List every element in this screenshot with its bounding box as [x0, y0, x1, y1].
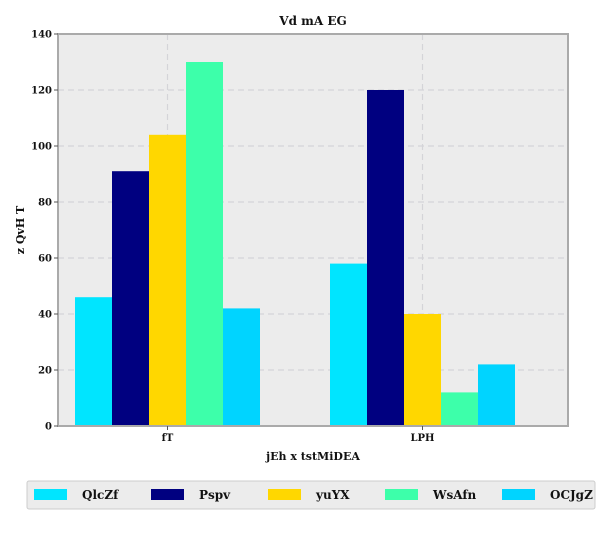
- x-tick-label: fT: [162, 433, 174, 444]
- y-tick-label: 80: [38, 198, 52, 209]
- y-tick-label: 100: [31, 142, 52, 153]
- y-tick-label: 120: [31, 86, 52, 97]
- bar-yuYX-LPH: [404, 314, 441, 426]
- y-tick-label: 60: [38, 254, 52, 265]
- legend-swatch-Pspv: [151, 489, 184, 500]
- legend-label-OCJgZ: OCJgZ: [550, 488, 593, 502]
- y-axis-label: z QvH T: [14, 205, 27, 254]
- bar-QlcZf-fT: [75, 297, 112, 426]
- legend-label-yuYX: yuYX: [315, 488, 350, 502]
- y-tick-label: 140: [31, 30, 52, 41]
- y-tick-label: 20: [38, 366, 52, 377]
- legend-box: [26, 480, 596, 510]
- plot-frame: [57, 33, 569, 427]
- bar-OCJgZ-fT: [223, 308, 260, 426]
- legend-label-Pspv: Pspv: [199, 488, 231, 502]
- legend-label-QlcZf: QlcZf: [82, 488, 119, 502]
- y-axis-ticks: 0 20 40 60 80 100 120 140: [31, 30, 58, 433]
- legend-swatch-QlcZf: [34, 489, 67, 500]
- legend-swatch-OCJgZ: [502, 489, 535, 500]
- x-axis-ticks: fT LPH: [162, 426, 435, 444]
- y-tick-label: 0: [45, 422, 52, 433]
- bar-Pspv-LPH: [367, 90, 404, 426]
- bar-yuYX-fT: [149, 134, 186, 427]
- x-tick-label: LPH: [411, 433, 435, 444]
- x-axis-label: jEh x tstMiDEA: [265, 450, 360, 463]
- legend-swatch-yuYX: [268, 489, 301, 500]
- bar-Pspv-fT: [112, 171, 149, 426]
- legend-label-WsAfn: WsAfn: [432, 488, 476, 502]
- y-tick-label: 40: [38, 310, 52, 321]
- chart-title: Vd mA EG: [278, 14, 346, 28]
- bar-QlcZf-LPH: [330, 263, 367, 426]
- legend-swatch-WsAfn: [385, 489, 418, 500]
- bar-WsAfn-LPH: [441, 392, 478, 426]
- bar-WsAfn-fT: [186, 62, 223, 426]
- legend: QlcZf Pspv yuYX WsAfn OCJgZ: [34, 488, 593, 502]
- bar-OCJgZ-LPH: [478, 364, 515, 426]
- bars: [75, 62, 515, 427]
